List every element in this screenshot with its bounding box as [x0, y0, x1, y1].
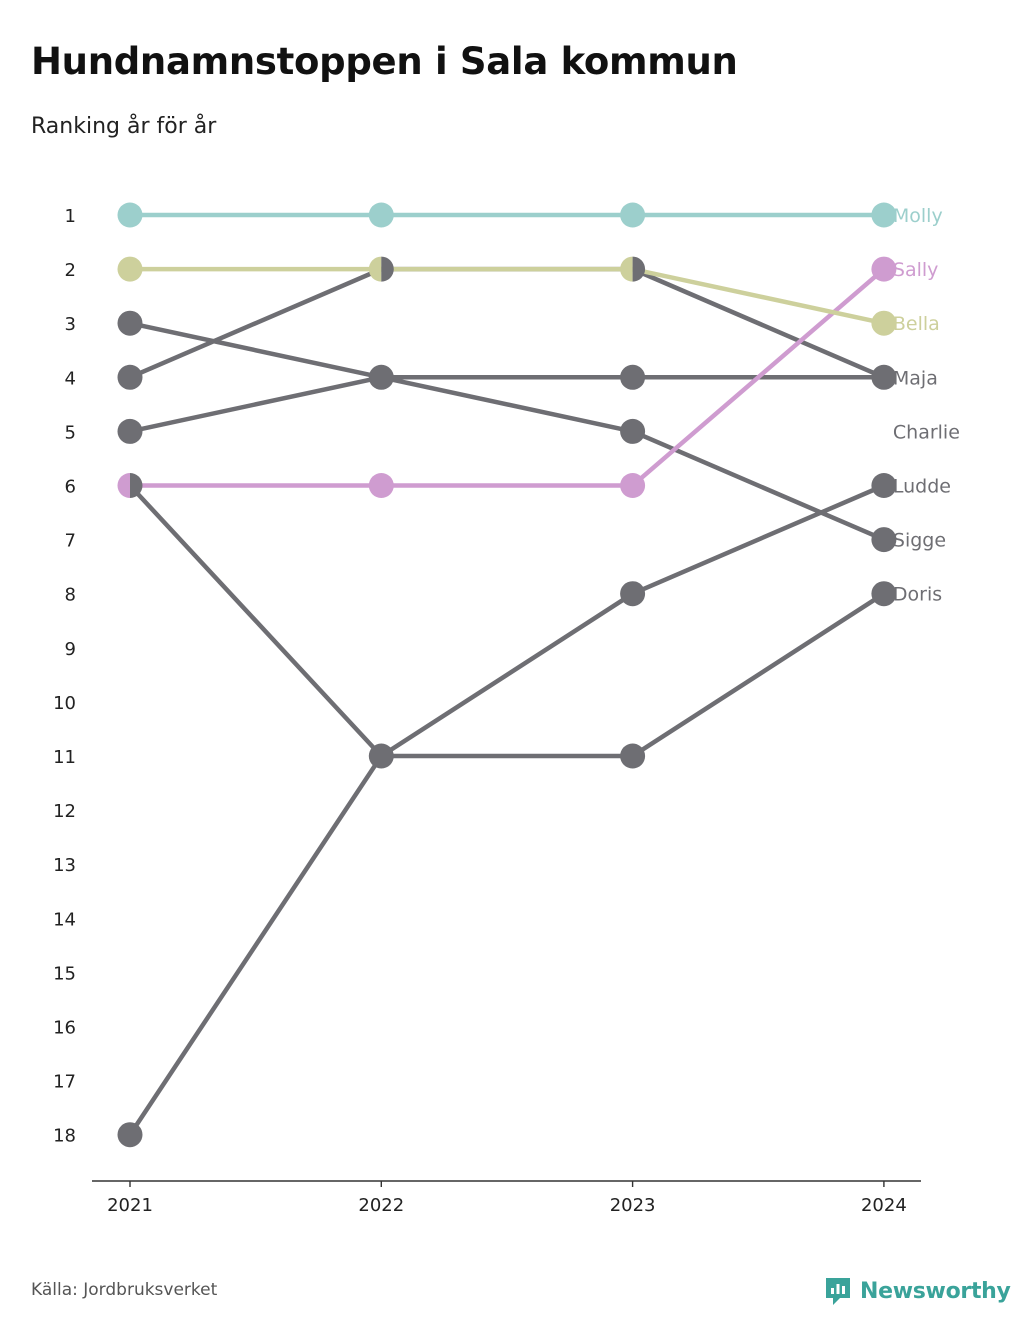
y-tick-label: 18: [53, 1126, 76, 1147]
series-end-labels: Molly Sally Bella Maja Charlie Ludde Sigge Dori…: [893, 205, 960, 606]
series-line-maja: [127, 266, 887, 380]
series-point-shared: [381, 256, 394, 282]
series-label-sally: Sally: [893, 259, 939, 281]
series-point-unlabeled: [620, 364, 646, 390]
series-label-sigge: Sigge: [893, 530, 946, 552]
series-point-ludde: [117, 1122, 143, 1148]
series-label-molly: Molly: [893, 205, 943, 227]
y-tick-label: 13: [53, 855, 76, 876]
chart-title: Hundnamnstoppen i Sala kommun: [31, 40, 738, 83]
series-line-sally: [127, 266, 887, 488]
series-point-molly: [871, 202, 897, 228]
series-point-sally: [871, 256, 897, 282]
x-axis: 2021 2022 2023 2024: [92, 1180, 921, 1216]
series-point-sally: [620, 473, 646, 498]
highlight-series-lines: [127, 212, 887, 488]
series-label-charlie: Charlie: [893, 421, 960, 443]
y-tick-label: 14: [53, 909, 76, 930]
series-line-sigge: [127, 320, 887, 542]
series-point-shared: [368, 256, 382, 282]
y-tick-label: 17: [53, 1072, 76, 1093]
y-tick-label: 2: [65, 260, 76, 281]
series-point-molly: [620, 202, 646, 228]
y-tick-label: 15: [53, 963, 76, 984]
x-tick-label: 2023: [610, 1195, 656, 1216]
series-point-sigge: [620, 418, 646, 444]
y-tick-label: 11: [53, 747, 76, 768]
chart-subtitle: Ranking år för år: [31, 114, 217, 139]
series-point-sally: [368, 473, 394, 498]
series-point-sigge: [117, 310, 143, 336]
series-point-molly: [368, 202, 394, 228]
y-tick-label: 4: [65, 368, 76, 389]
y-tick-label: 6: [65, 477, 76, 498]
brand-logo[interactable]: Newsworthy: [824, 1276, 1011, 1306]
series-label-doris: Doris: [893, 584, 942, 606]
source-note: Källa: Jordbruksverket: [31, 1280, 218, 1300]
y-tick-label: 10: [53, 693, 76, 714]
series-label-maja: Maja: [893, 367, 938, 389]
y-tick-label: 1: [65, 206, 76, 227]
series-line-doris: [127, 483, 887, 759]
series-label-ludde: Ludde: [893, 476, 951, 498]
y-tick-label: 16: [53, 1018, 76, 1039]
series-point-shared: [632, 256, 646, 282]
series-point-ludde: [620, 581, 646, 607]
brand-name: Newsworthy: [860, 1278, 1011, 1304]
series-point-maja: [871, 364, 897, 390]
y-tick-label: 7: [65, 531, 76, 552]
x-tick-label: 2021: [107, 1195, 153, 1216]
y-tick-label: 5: [65, 422, 76, 443]
series-point-maja: [117, 364, 143, 390]
series-point-doris: [620, 743, 646, 769]
series-line-bella: [127, 266, 887, 326]
y-tick-label: 8: [65, 585, 76, 606]
series-point-ludde: [871, 473, 897, 498]
series-point-ludde: [368, 743, 394, 769]
series-points: [117, 202, 897, 1148]
series-point-bella: [871, 310, 897, 336]
series-point-sigge: [871, 527, 897, 553]
x-tick-label: 2022: [358, 1195, 404, 1216]
y-tick-label: 3: [65, 314, 76, 335]
series-label-bella: Bella: [893, 313, 940, 335]
y-tick-label: 9: [65, 639, 76, 660]
gray-series-lines: [127, 266, 887, 1137]
series-point-sigge: [368, 364, 394, 390]
series-point-shared: [117, 473, 130, 498]
series-point-doris: [871, 581, 897, 607]
newsworthy-logo-icon: [826, 1278, 850, 1305]
series-point-unlabeled: [117, 418, 143, 444]
series-point-bella: [117, 256, 143, 282]
series-point-shared: [130, 473, 143, 498]
series-point-shared: [620, 256, 633, 282]
y-tick-label: 12: [53, 801, 76, 822]
series-line-ludde: [127, 483, 887, 1137]
series-point-molly: [117, 202, 143, 228]
x-tick-label: 2024: [861, 1195, 907, 1216]
